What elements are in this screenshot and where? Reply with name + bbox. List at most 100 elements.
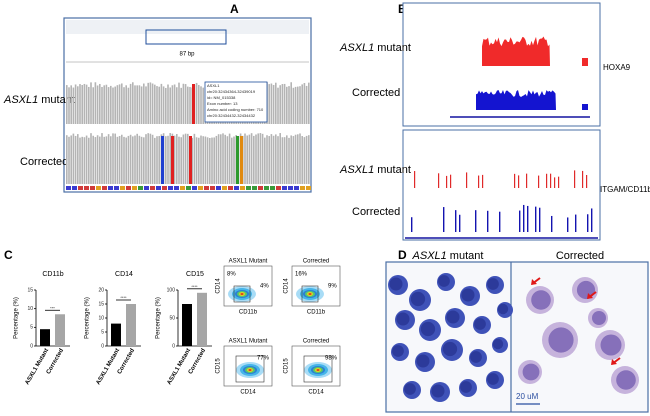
coverage-bar <box>110 85 112 124</box>
sequence-base <box>198 186 203 190</box>
sequence-base <box>300 186 305 190</box>
coverage-bar <box>127 87 130 124</box>
nucleus <box>487 373 499 385</box>
coverage-bar <box>281 137 284 184</box>
y-axis-label: Percentage (%) <box>14 297 20 339</box>
coverage-bar <box>184 133 187 184</box>
bar <box>126 304 136 346</box>
sequence-base <box>72 186 77 190</box>
coverage-bar <box>107 87 110 124</box>
coverage-bar <box>301 84 303 124</box>
coverage-bar <box>283 137 286 184</box>
coverage-bar <box>272 84 275 124</box>
y-axis-label: CD15 <box>284 358 290 374</box>
coverage-bar <box>248 134 251 184</box>
density <box>248 369 252 371</box>
coverage-bar <box>79 84 81 124</box>
nucleus <box>410 291 426 307</box>
plot-title: Corrected <box>303 259 329 265</box>
coverage-bar <box>277 136 279 184</box>
coverage-bar <box>105 136 108 184</box>
plot-title: ASXL1 Mutant <box>229 339 268 345</box>
sequence-base <box>66 186 71 190</box>
image-title: ASXL1 mutant <box>412 250 484 262</box>
sequence-base <box>108 186 113 190</box>
popup-line: Exon number: 13 <box>207 101 238 106</box>
track-label: Corrected <box>20 156 68 168</box>
spike <box>482 174 484 188</box>
plot-title: ASXL1 Mutant <box>229 259 268 265</box>
spike <box>538 175 540 188</box>
coverage-bar <box>257 133 259 184</box>
sequence-base <box>96 186 101 190</box>
coverage-bar <box>149 82 152 124</box>
coverage-bar <box>96 135 99 184</box>
bar <box>111 323 121 346</box>
coverage-bar <box>94 82 97 124</box>
coverage-bar <box>294 86 297 124</box>
y-tick-label: 5 <box>30 325 33 331</box>
variant-bar <box>161 136 164 184</box>
spike <box>582 170 584 188</box>
sequence-base <box>192 186 197 190</box>
coverage-bar <box>151 134 154 184</box>
coverage-bar <box>158 86 160 124</box>
coverage-bar <box>72 133 75 184</box>
coverage-bar <box>149 133 152 184</box>
chart-title: CD11b <box>42 271 63 278</box>
popup-line: ASXL1 <box>207 83 220 88</box>
coverage-bar <box>299 86 301 124</box>
spike <box>575 214 577 232</box>
coverage-bar <box>99 83 101 124</box>
coverage-bar <box>167 135 169 184</box>
spike <box>478 175 480 188</box>
scale-bar-label: 20 uM <box>516 392 539 401</box>
coverage-bar <box>277 87 279 124</box>
nucleus <box>576 280 596 300</box>
nucleus <box>592 311 606 325</box>
sequence-base <box>78 186 83 190</box>
y-tick-label: 20 <box>98 287 104 293</box>
coverage-bar <box>134 85 136 124</box>
coverage-bar <box>88 137 90 184</box>
coverage-bar <box>178 82 180 124</box>
coverage-bar <box>173 135 176 184</box>
spike <box>466 172 468 188</box>
coverage-bar <box>167 84 169 124</box>
sequence-base <box>90 186 95 190</box>
sequence-base <box>120 186 125 190</box>
sequence-base <box>258 186 263 190</box>
spike <box>567 217 569 232</box>
nucleus <box>460 381 472 393</box>
coverage-bar <box>193 133 196 184</box>
ideogram-box <box>145 29 227 45</box>
panel-label: C <box>4 248 13 262</box>
track-label: ASXL1 mutant <box>3 94 75 106</box>
coverage-bar <box>101 133 103 184</box>
sequence-base <box>204 186 209 190</box>
coverage-bar <box>266 135 268 184</box>
coverage-bar <box>68 87 70 124</box>
coverage-bar <box>253 135 255 184</box>
track-label: ASXL1 mutant <box>339 42 411 54</box>
coverage-area <box>476 90 556 110</box>
nucleus <box>548 327 574 353</box>
coverage-bar <box>209 137 211 184</box>
coverage-bar <box>68 136 70 184</box>
y-tick-label: 15 <box>27 287 33 293</box>
coverage-bar <box>143 83 145 124</box>
gene-label: ITGAM/CD11b <box>600 185 650 194</box>
gate-label: 77% <box>257 356 270 362</box>
coverage-bar <box>224 134 226 184</box>
sequence-base <box>282 186 287 190</box>
sequence-base <box>222 186 227 190</box>
coverage-bar <box>114 133 116 184</box>
coverage-bar <box>165 136 167 184</box>
popup-line: Amino acid coding number: 710 <box>207 107 264 112</box>
variant-bar <box>189 136 192 184</box>
nucleus <box>461 288 475 302</box>
coverage-bar <box>189 86 191 124</box>
plot-title: Corrected <box>303 339 329 345</box>
coverage-bar <box>160 83 163 124</box>
spike <box>499 211 501 232</box>
